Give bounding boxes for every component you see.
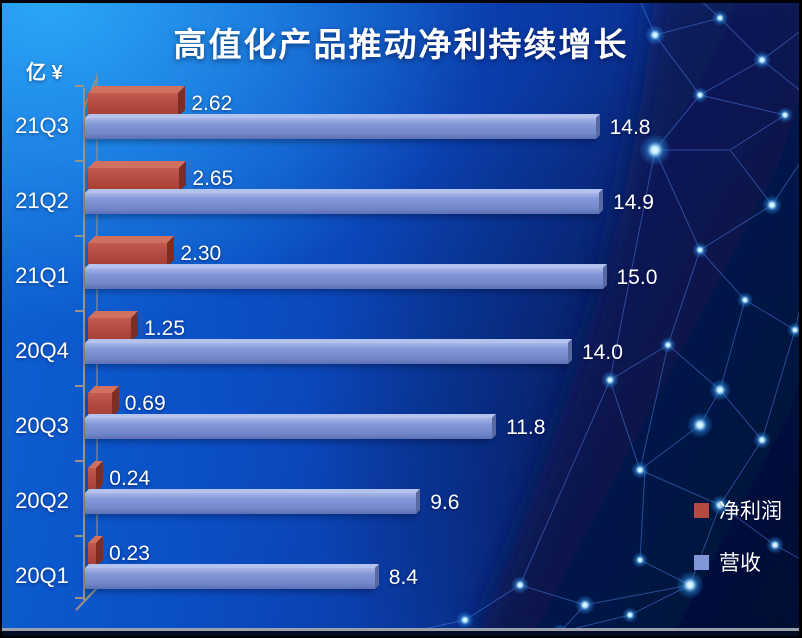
revenue-value-label: 11.8: [506, 416, 546, 439]
bar-3d-top-face: [85, 564, 379, 568]
revenue-value-label: 8.4: [388, 566, 418, 589]
net-profit-bar: 2.30: [88, 236, 221, 267]
category-label: 21Q1: [15, 263, 69, 288]
bar-3d-top-face: [88, 161, 187, 168]
bar-3d-top-face: [85, 339, 572, 343]
category-label: 21Q3: [15, 113, 69, 138]
frame-edge-right: [799, 0, 802, 638]
net-profit-bar: 2.62: [88, 86, 232, 117]
bar-3d-side-face: [131, 311, 139, 342]
frame-edge-bottom: [0, 636, 802, 638]
bar-3d-side-face: [96, 536, 103, 567]
bar-3d-top-face: [88, 86, 186, 93]
bar-3d-side-face: [595, 114, 600, 139]
category-label: 20Q4: [15, 338, 69, 363]
bar-3d-side-face: [111, 386, 119, 417]
bar-3d-side-face: [492, 414, 497, 439]
chart-row: 20Q4 1.25 14.0: [0, 311, 802, 393]
legend-swatch-revenue: [694, 554, 709, 570]
net-profit-bar: 0.23: [88, 536, 150, 567]
chart-title: 高值化产品推动净利持续增长: [173, 25, 629, 64]
category-label: 20Q3: [15, 413, 69, 438]
bar-3d-side-face: [568, 339, 572, 364]
net-profit-bar: 0.24: [88, 461, 150, 492]
net-profit-value-label: 0.69: [124, 392, 166, 415]
bar-3d-side-face: [179, 161, 187, 192]
chart-row: 21Q2 2.65 14.9: [0, 161, 802, 243]
legend-swatch-net-profit: [694, 502, 709, 518]
revenue-value-label: 14.0: [582, 341, 623, 364]
net-profit-value-label: 0.24: [109, 467, 151, 490]
category-label: 21Q2: [15, 188, 69, 213]
frame-edge-left: [0, 0, 2, 638]
bar-3d-side-face: [178, 86, 186, 117]
bar-3d-side-face: [96, 461, 104, 492]
net-profit-value-label: 0.23: [109, 542, 150, 565]
net-profit-value-label: 1.25: [144, 317, 185, 340]
revenue-bar: 8.4: [85, 564, 418, 589]
legend-label-net-profit: 净利润: [719, 500, 782, 523]
revenue-bar: 14.0: [85, 339, 623, 364]
category-label: 20Q1: [15, 563, 69, 588]
frame-edge-top: [0, 0, 802, 3]
net-profit-bar: 1.25: [88, 311, 185, 342]
bar-3d-top-face: [85, 114, 600, 118]
category-label: 20Q2: [15, 488, 69, 513]
bar-3d-side-face: [602, 264, 607, 289]
chart-row: 21Q3 2.62 14.8: [0, 86, 802, 168]
bar-3d-top-face: [88, 236, 175, 243]
axis-unit-label: 亿 ¥: [26, 62, 63, 84]
revenue-value-label: 14.8: [609, 116, 651, 139]
bar-3d-side-face: [599, 189, 604, 214]
bar-3d-top-face: [85, 264, 607, 268]
revenue-value-label: 15.0: [616, 266, 658, 289]
revenue-bar: 11.8: [85, 414, 545, 439]
net-profit-value-label: 2.30: [180, 242, 222, 265]
net-profit-bar: 2.65: [88, 161, 233, 192]
chart-row: 21Q1 2.30 15.0: [0, 236, 802, 318]
chart-row: 20Q2 0.24 9.6: [0, 461, 802, 543]
bar-3d-top-face: [85, 189, 604, 193]
bar-3d-top-face: [85, 414, 497, 418]
bar-3d-side-face: [167, 236, 175, 267]
revenue-value-label: 9.6: [430, 491, 460, 514]
net-profit-value-label: 2.62: [191, 92, 233, 115]
chart-row: 20Q1 0.23 8.4: [0, 536, 802, 618]
bar-3d-side-face: [416, 489, 421, 514]
bar-3d-top-face: [85, 489, 421, 493]
legend-item-net-profit: 净利润: [694, 497, 782, 523]
legend-label-revenue: 营收: [719, 552, 761, 575]
revenue-value-label: 14.9: [613, 191, 654, 214]
revenue-bar: 15.0: [85, 264, 657, 289]
revenue-bar: 14.8: [85, 114, 650, 139]
chart-row: 20Q3 0.69 11.8: [0, 386, 802, 468]
bar-3d-side-face: [374, 564, 379, 589]
legend-item-revenue: 营收: [694, 549, 761, 575]
bottom-dark-strip: [0, 631, 802, 638]
revenue-bar: 9.6: [85, 489, 459, 514]
net-profit-bar: 0.69: [88, 386, 166, 417]
net-profit-value-label: 2.65: [192, 167, 234, 190]
bottom-divider-line: [0, 628, 802, 631]
revenue-bar: 14.9: [85, 189, 654, 214]
